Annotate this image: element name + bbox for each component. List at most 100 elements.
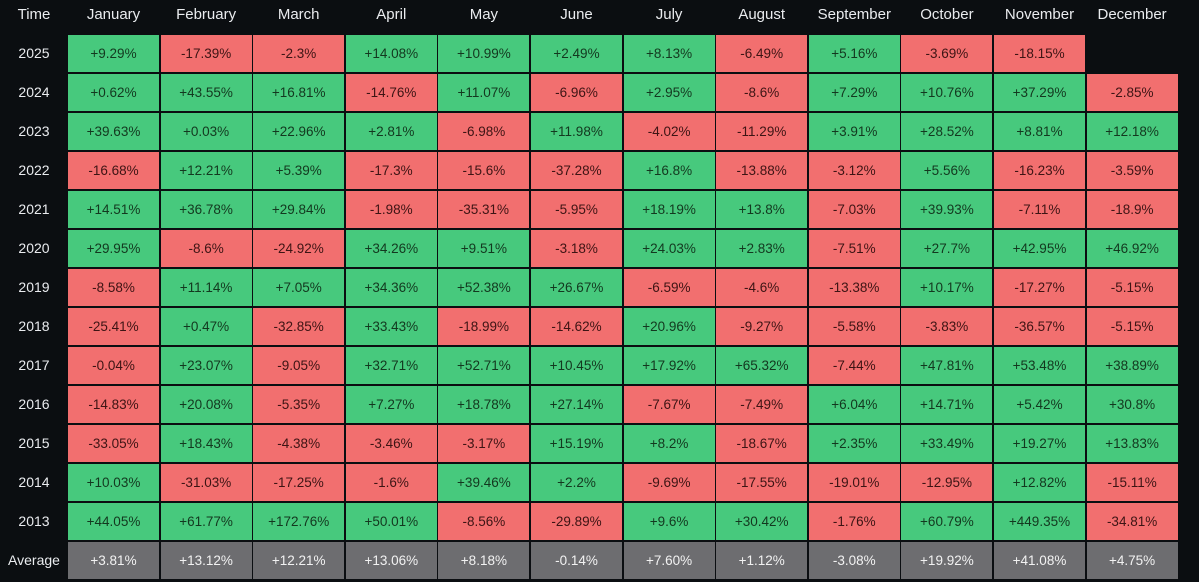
heatmap-cell: +7.29% [808,74,900,111]
heatmap-cell: -14.62% [531,308,622,345]
row-label-2019: 2019 [18,279,50,295]
average-cell: +13.12% [160,542,252,579]
average-cell: +8.18% [438,542,530,579]
heatmap-cell: -7.44% [808,347,900,384]
heatmap-cell: -33.05% [68,425,159,462]
heatmap-cell: +19.27% [994,425,1085,462]
heatmap-cell: -6.98% [438,113,530,150]
heatmap-cell: +50.01% [345,503,437,540]
heatmap-cell: +18.43% [160,425,252,462]
heatmap-cell: -12.95% [901,464,993,501]
average-cell: +4.75% [1086,542,1178,579]
heatmap-cell: -14.83% [68,386,159,423]
heatmap-cell: +53.48% [994,347,1085,384]
heatmap-cell: -8.6% [160,230,252,267]
heatmap-cell: -17.39% [160,35,252,72]
heatmap-cell: +33.43% [345,308,437,345]
heatmap-cell: +22.96% [253,113,345,150]
heatmap-cell: +5.16% [808,35,900,72]
row-label-2025: 2025 [18,45,50,61]
heatmap-cell: +10.76% [901,74,993,111]
heatmap-cell: -15.11% [1086,464,1178,501]
heatmap-cell: -31.03% [160,464,252,501]
heatmap-cell: +26.67% [531,269,622,306]
heatmap-cell: +13.8% [716,191,808,228]
heatmap-cell: -2.85% [1086,74,1178,111]
heatmap-cell: -17.25% [253,464,345,501]
heatmap-cell: -5.58% [808,308,900,345]
heatmap-cell: +27.7% [901,230,993,267]
heatmap-cell: +2.2% [531,464,622,501]
heatmap-cell: +32.71% [345,347,437,384]
heatmap-cell: -35.31% [438,191,530,228]
heatmap-cell: +39.46% [438,464,530,501]
heatmap-cell: +11.07% [438,74,530,111]
column-header-october: October [920,6,974,23]
heatmap-cell: -5.95% [531,191,622,228]
heatmap-cell: -3.18% [531,230,622,267]
heatmap-cell: -9.69% [623,464,715,501]
average-cell: +7.60% [623,542,715,579]
heatmap-cell: +46.92% [1086,230,1178,267]
heatmap-cell: +52.38% [438,269,530,306]
heatmap-cell: +16.8% [623,152,715,189]
heatmap-cell: +39.93% [901,191,993,228]
heatmap-cell: -5.35% [253,386,345,423]
heatmap-cell: -6.96% [531,74,622,111]
heatmap-cell: +65.32% [716,347,808,384]
heatmap-cell: -3.83% [901,308,993,345]
heatmap-cell: +24.03% [623,230,715,267]
row-label-2014: 2014 [18,474,50,490]
heatmap-cell: -7.11% [994,191,1085,228]
average-cell: +41.08% [994,542,1085,579]
row-label-2018: 2018 [18,318,50,334]
heatmap-cell: -17.55% [716,464,808,501]
heatmap-cell: +10.99% [438,35,530,72]
heatmap-cell: +0.62% [68,74,159,111]
heatmap-cell: +18.78% [438,386,530,423]
row-label-2015: 2015 [18,435,50,451]
heatmap-cell: +28.52% [901,113,993,150]
heatmap-cell: -13.88% [716,152,808,189]
column-header-may: May [469,6,499,23]
heatmap-cell: +36.78% [160,191,252,228]
heatmap-cell: +38.89% [1086,347,1178,384]
column-header-january: January [86,6,141,23]
heatmap-cell: +7.05% [253,269,345,306]
heatmap-cell: -5.15% [1086,308,1178,345]
heatmap-cell: +14.51% [68,191,159,228]
row-label-2017: 2017 [18,357,50,373]
heatmap-cell: +5.42% [994,386,1085,423]
row-label-2024: 2024 [18,84,50,100]
heatmap-cell: -34.81% [1086,503,1178,540]
heatmap-cell: +29.84% [253,191,345,228]
heatmap-cell: -7.67% [623,386,715,423]
heatmap-cell: +61.77% [160,503,252,540]
heatmap-cell: +37.29% [994,74,1085,111]
heatmap-cell: +9.29% [68,35,159,72]
heatmap-cell: +2.81% [345,113,437,150]
heatmap-cell: -37.28% [531,152,622,189]
heatmap-cell: +33.49% [901,425,993,462]
heatmap-cell: +52.71% [438,347,530,384]
heatmap-cell: +10.45% [531,347,622,384]
row-label-2022: 2022 [18,162,50,178]
heatmap-cell: +0.03% [160,113,252,150]
heatmap-cell: -16.68% [68,152,159,189]
heatmap-cell: +43.55% [160,74,252,111]
heatmap-cell: +2.49% [531,35,622,72]
heatmap-cell: -19.01% [808,464,900,501]
heatmap-cell: +14.71% [901,386,993,423]
average-cell: -3.08% [808,542,900,579]
heatmap-cell: -18.99% [438,308,530,345]
heatmap-cell: +23.07% [160,347,252,384]
heatmap-cell: +9.51% [438,230,530,267]
heatmap-cell: -8.6% [716,74,808,111]
column-header-august: August [738,6,786,23]
average-cell: +1.12% [716,542,808,579]
heatmap-cell: -4.6% [716,269,808,306]
row-label-2023: 2023 [18,123,50,139]
heatmap-cell: +9.6% [623,503,715,540]
heatmap-cell: +15.19% [531,425,622,462]
